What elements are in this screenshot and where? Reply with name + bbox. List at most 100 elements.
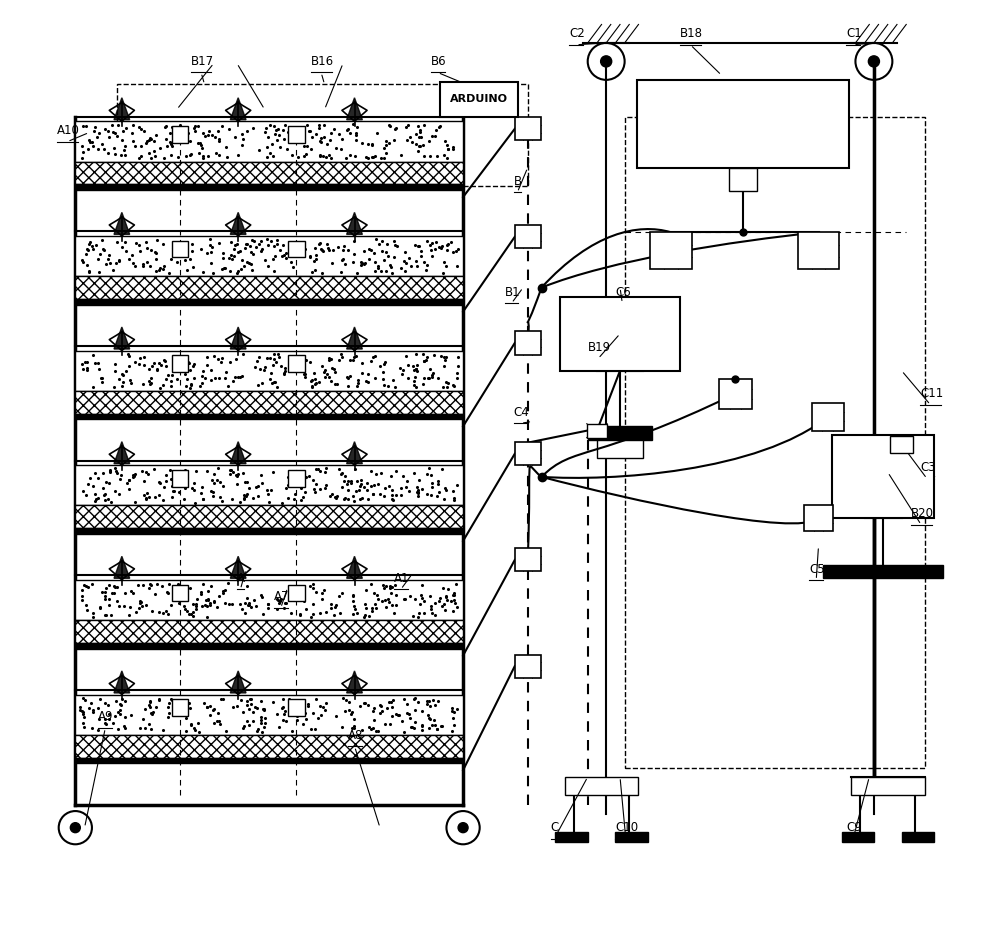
Point [407,715,423,730]
Point [202,708,218,723]
Bar [288,241,305,257]
Point [373,151,389,166]
Point [406,362,422,377]
Point [112,707,128,721]
Point [82,234,98,249]
Point [79,242,95,257]
Point [314,358,330,373]
Point [430,694,446,708]
Point [230,369,246,384]
Point [79,355,95,369]
Point [75,255,91,269]
Point [366,245,382,260]
Point [322,488,338,503]
Point [345,255,361,269]
Point [364,150,380,165]
Point [345,352,361,367]
Point [410,239,426,254]
Point [350,373,366,388]
Point [290,239,306,254]
Point [410,488,426,503]
Point [414,722,430,737]
Point [143,578,159,593]
Point [211,236,227,251]
Point [151,263,167,278]
Point [146,133,162,148]
Point [257,715,273,730]
Point [374,233,390,248]
Point [449,366,465,381]
Point [111,487,127,502]
Polygon shape [230,98,246,119]
Point [269,380,285,394]
Point [107,580,123,594]
Point [240,598,256,613]
Point [345,589,361,604]
Point [96,142,112,156]
Circle shape [70,822,80,832]
Point [278,595,294,610]
Point [119,475,135,490]
Point [335,243,351,257]
Point [429,722,445,737]
Text: B20: B20 [911,507,934,520]
Point [204,240,220,255]
Point [361,241,377,256]
Point [200,593,216,607]
Point [193,138,209,153]
Point [384,265,400,280]
Point [203,483,219,498]
Point [256,720,272,734]
Point [302,250,318,265]
Point [156,151,172,166]
Point [75,716,91,731]
Point [376,357,392,371]
Point [243,244,259,259]
Point [106,140,122,155]
Point [246,233,262,248]
Bar [75,351,463,391]
Point [78,579,94,594]
Bar [75,276,463,299]
Point [86,123,102,138]
Point [279,142,295,156]
Text: B19: B19 [588,341,611,354]
Point [92,601,108,616]
Point [188,597,204,612]
Point [387,122,403,137]
Point [155,607,171,621]
Point [397,264,413,279]
Point [232,370,248,385]
Point [158,604,174,619]
Point [367,349,383,364]
Point [422,361,438,376]
Point [424,369,440,384]
Point [431,594,447,608]
Point [135,377,151,392]
Point [356,480,372,494]
Point [306,366,322,381]
Point [361,252,377,267]
Point [314,586,330,601]
Point [409,357,425,372]
Point [303,142,319,156]
Point [135,258,151,273]
Point [422,588,438,603]
Point [105,125,121,140]
Point [195,151,211,166]
Point [342,369,358,383]
Point [199,349,215,364]
Point [438,258,454,273]
Point [241,481,257,495]
Point [161,265,177,280]
Point [427,698,443,713]
Point [259,150,275,165]
Point [185,358,201,373]
Point [222,355,238,369]
Point [308,584,324,599]
Point [360,492,376,507]
Point [364,136,380,151]
Point [152,381,168,395]
Polygon shape [114,557,130,578]
Point [294,469,310,483]
